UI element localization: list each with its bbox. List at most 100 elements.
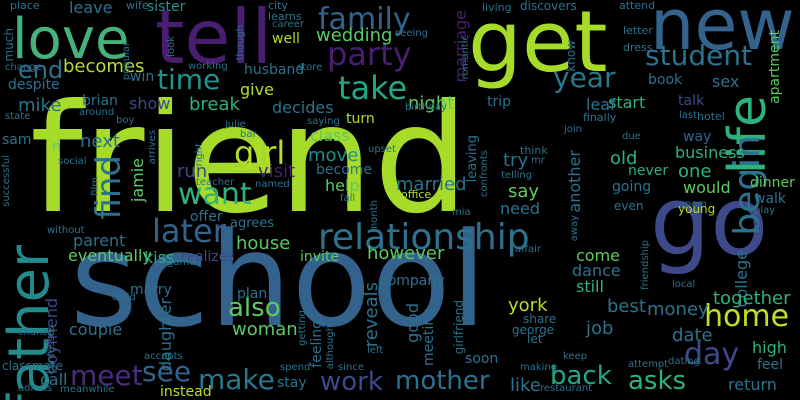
cloud-word: however <box>367 243 445 264</box>
cloud-word: class <box>310 126 350 145</box>
cloud-word: young <box>678 202 716 216</box>
cloud-word: feeling <box>309 320 325 368</box>
cloud-word: realizes <box>181 249 235 265</box>
cloud-word: affair <box>515 244 542 255</box>
cloud-word: turn <box>346 111 375 127</box>
cloud-word: social <box>58 156 87 167</box>
cloud-word: brian <box>82 93 118 109</box>
cloud-word: share <box>523 312 557 326</box>
cloud-word: woman <box>232 319 298 340</box>
cloud-word: make <box>198 363 275 396</box>
cloud-word: change <box>5 62 42 73</box>
cloud-word: see <box>142 355 192 388</box>
cloud-word: tell <box>155 0 273 81</box>
cloud-word: stay <box>277 375 307 391</box>
cloud-word: invite <box>300 249 340 265</box>
cloud-word: romantic <box>460 35 471 80</box>
cloud-word: place <box>10 0 40 12</box>
cloud-word: school <box>70 204 487 356</box>
cloud-word: walk <box>754 191 787 207</box>
cloud-word: give <box>240 80 274 99</box>
cloud-word: birthday <box>405 102 447 113</box>
cloud-word: time <box>157 63 221 96</box>
cloud-word: girl <box>234 134 286 172</box>
cloud-word: left <box>367 345 384 356</box>
cloud-word: apartment <box>767 30 783 104</box>
cloud-word: spend <box>280 362 311 373</box>
cloud-word: classmate <box>2 359 63 373</box>
cloud-word: house <box>236 233 291 254</box>
cloud-word: trip <box>487 94 512 110</box>
cloud-word: talk <box>678 93 705 109</box>
cloud-word: know <box>564 40 578 72</box>
cloud-word: career <box>272 19 304 30</box>
cloud-word: office <box>401 188 432 201</box>
cloud-word: business <box>675 143 745 162</box>
cloud-word: day <box>684 337 740 372</box>
cloud-word: parent <box>73 231 126 250</box>
cloud-word: show <box>129 94 171 113</box>
cloud-word: letter <box>623 24 653 37</box>
cloud-word: look <box>166 36 177 57</box>
cloud-word: month <box>369 200 380 233</box>
cloud-word: leaving <box>465 135 480 183</box>
cloud-word: mother <box>395 366 490 396</box>
cloud-word: feel <box>757 357 784 373</box>
cloud-word: couple <box>69 320 123 339</box>
cloud-word: finally <box>583 111 617 124</box>
cloud-word: love <box>12 7 130 72</box>
cloud-word: married <box>396 174 467 195</box>
cloud-word: start <box>608 93 646 112</box>
cloud-word: although <box>325 325 336 370</box>
cloud-word: despite <box>8 77 60 93</box>
cloud-word: accepts <box>144 351 183 362</box>
cloud-word: due <box>622 131 641 142</box>
cloud-word: night <box>408 93 455 114</box>
cloud-word: back <box>550 361 612 391</box>
cloud-word: without <box>47 225 85 236</box>
cloud-word: offer <box>190 209 223 225</box>
cloud-word: mike <box>18 95 62 116</box>
cloud-word: high <box>752 338 787 357</box>
cloud-word: dance <box>572 261 621 280</box>
cloud-word: fall <box>340 193 356 204</box>
cloud-word: bar <box>240 129 257 140</box>
cloud-word: julie <box>225 119 246 130</box>
cloud-word: kiss <box>144 248 175 267</box>
cloud-word: company <box>380 273 445 289</box>
cloud-word: asks <box>628 366 687 396</box>
cloud-word: party <box>327 35 412 73</box>
cloud-word: upset <box>368 144 396 155</box>
cloud-word: call <box>40 370 68 389</box>
cloud-word: well <box>272 31 300 47</box>
cloud-word: sam <box>2 132 32 148</box>
cloud-word: chance <box>18 327 54 338</box>
cloud-word: play <box>754 205 776 216</box>
cloud-word: game <box>167 257 196 268</box>
cloud-word: plan <box>237 286 268 302</box>
cloud-word: hotel <box>697 110 725 123</box>
cloud-word: telling <box>501 170 533 181</box>
cloud-word: meeting <box>421 308 437 367</box>
cloud-word: later <box>152 212 226 250</box>
cloud-word: reveals <box>361 282 382 348</box>
cloud-word: right <box>194 143 205 167</box>
cloud-word: admits <box>18 383 53 394</box>
cloud-word: getting <box>297 310 308 346</box>
cloud-word: become <box>316 162 373 178</box>
cloud-word: leaf <box>586 95 616 114</box>
cloud-word: old <box>610 148 638 169</box>
cloud-word: also <box>228 293 281 323</box>
cloud-word: move <box>308 145 359 166</box>
cloud-word: popular <box>121 42 132 81</box>
cloud-word: new <box>650 0 795 66</box>
cloud-word: living <box>482 1 512 14</box>
cloud-word: child <box>112 292 136 303</box>
cloud-word: let <box>527 332 543 346</box>
cloud-word: join <box>564 124 583 135</box>
cloud-word: boy <box>116 115 135 126</box>
cloud-word: mia <box>452 207 471 218</box>
cloud-word: meanwhile <box>60 384 115 395</box>
cloud-word: confronts <box>479 150 490 197</box>
